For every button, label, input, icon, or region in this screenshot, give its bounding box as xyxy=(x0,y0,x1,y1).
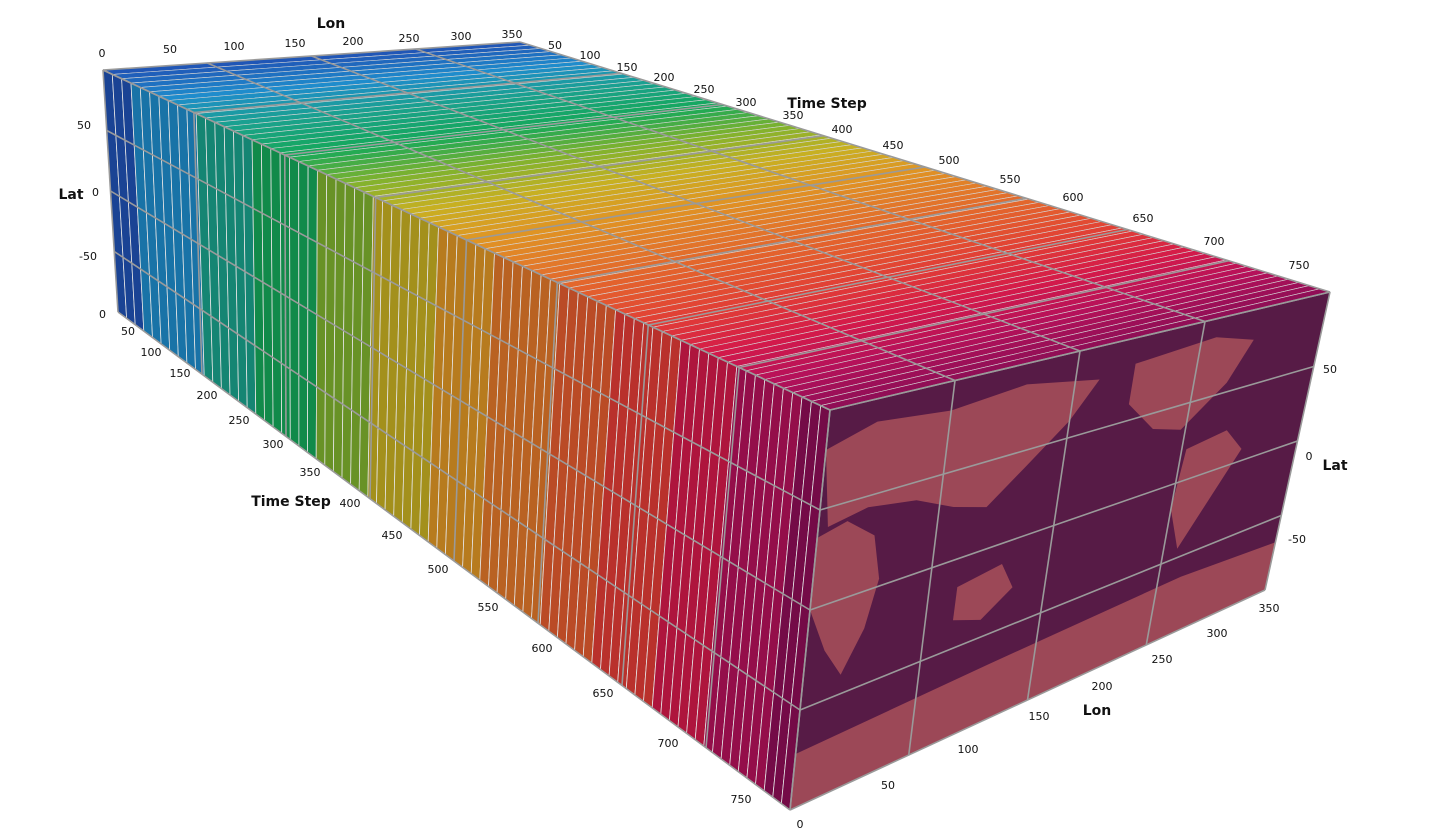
top-time-gridline xyxy=(193,72,622,114)
front-lat-axis-title: Lat xyxy=(1322,458,1347,474)
bottom-lon-tick-label: 50 xyxy=(881,779,895,792)
left-lat-tick-label: -50 xyxy=(79,250,97,263)
top-time-tick-label: 150 xyxy=(617,61,638,74)
front-lon-gridline xyxy=(1145,321,1206,646)
continent-eurasia xyxy=(826,379,1100,527)
side-time-gridline xyxy=(283,154,287,437)
top-time-tick-label: 100 xyxy=(580,49,601,62)
bottom-time-tick-label: 600 xyxy=(532,642,553,655)
top-lon-tick-label: 0 xyxy=(99,47,106,60)
side-time-gridline xyxy=(453,239,468,562)
left-lat-tick-label: 0 xyxy=(92,186,99,199)
side-time-gridline xyxy=(621,324,650,686)
front-lat-gridline xyxy=(789,589,1266,811)
bottom-time-tick-label: 650 xyxy=(593,687,614,700)
bottom-time-tick-label: 100 xyxy=(141,346,162,359)
side-time-gridline xyxy=(369,197,377,499)
front-lat-tick-label: 0 xyxy=(1306,450,1313,463)
top-time-tick-label: 300 xyxy=(736,96,757,109)
front-face-tint xyxy=(790,292,1330,810)
top-time-axis-title: Time Step xyxy=(787,96,867,112)
bottom-time-tick-label: 550 xyxy=(478,601,499,614)
top-lon-axis-title: Lon xyxy=(317,16,346,32)
bottom-time-tick-label: 300 xyxy=(263,438,284,451)
top-time-gridline xyxy=(375,134,824,199)
continent-south-america xyxy=(1170,430,1242,549)
top-lon-tick-label: 150 xyxy=(285,37,306,50)
top-time-tick-label: 450 xyxy=(883,139,904,152)
top-lon-tick-label: 300 xyxy=(451,30,472,43)
bottom-lon-tick-label: 100 xyxy=(958,743,979,756)
top-time-gridline xyxy=(557,197,1027,284)
bottom-time-tick-label: 500 xyxy=(428,563,449,576)
front-lat-tick-label: -50 xyxy=(1288,533,1306,546)
bottom-time-tick-label: 350 xyxy=(300,466,321,479)
side-time-gridline xyxy=(705,367,740,748)
bottom-time-tick-label: 450 xyxy=(382,529,403,542)
continent-antarctica xyxy=(790,542,1276,810)
top-time-gridline xyxy=(648,228,1128,326)
bottom-time-tick-label: 700 xyxy=(658,737,679,750)
continent-australia xyxy=(953,564,1013,621)
bottom-time-tick-label: 150 xyxy=(170,367,191,380)
top-time-tick-label: 350 xyxy=(783,109,804,122)
top-lon-tick-label: 350 xyxy=(502,28,523,41)
bottom-time-tick-label: 50 xyxy=(121,325,135,338)
top-lon-tick-label: 50 xyxy=(163,43,177,56)
bottom-time-axis-title: Time Step xyxy=(251,494,331,510)
bottom-lon-tick-label: 250 xyxy=(1152,653,1173,666)
top-time-tick-label: 700 xyxy=(1204,235,1225,248)
top-time-tick-label: 200 xyxy=(654,71,675,84)
top-time-tick-label: 650 xyxy=(1133,212,1154,225)
side-time-gridline xyxy=(102,69,119,313)
bottom-lon-tick-label: 200 xyxy=(1092,680,1113,693)
bottom-time-tick-label: 750 xyxy=(731,793,752,806)
top-time-tick-label: 500 xyxy=(939,154,960,167)
side-time-gridline xyxy=(193,112,203,375)
front-lon-gridline xyxy=(1026,350,1081,701)
top-time-gridline xyxy=(102,41,521,71)
earth-texture-face xyxy=(790,292,1330,810)
top-lon-tick-label: 250 xyxy=(399,32,420,45)
top-time-gridline xyxy=(284,103,723,156)
left-lat-tick-label: 0 xyxy=(99,308,106,321)
top-lon-tick-label: 100 xyxy=(224,40,245,53)
front-lon-gridline xyxy=(1264,291,1331,591)
top-time-gridline xyxy=(738,259,1229,369)
front-lat-tick-label: 50 xyxy=(1323,363,1337,376)
top-lon-tick-label: 200 xyxy=(343,35,364,48)
left-lat-tick-label: 50 xyxy=(77,119,91,132)
axis-labels: 0 50 100 150 200 250 300 350 Lon 50 100 150 200 250 30… xyxy=(58,16,1347,829)
top-time-tick-label: 250 xyxy=(694,83,715,96)
left-lat-axis-title: Lat xyxy=(58,187,83,203)
cube-gridlines xyxy=(102,41,1331,811)
top-time-tick-label: 50 xyxy=(548,39,562,52)
front-lat-gridline xyxy=(799,514,1282,711)
top-time-tick-label: 550 xyxy=(1000,173,1021,186)
side-time-gridline xyxy=(537,282,559,624)
bottom-lon-tick-label: 150 xyxy=(1029,710,1050,723)
bottom-time-tick-label: 400 xyxy=(340,497,361,510)
bottom-time-tick-label: 250 xyxy=(229,414,250,427)
top-time-gridline xyxy=(466,166,926,241)
bottom-lon-tick-label: 0 xyxy=(797,818,804,829)
top-time-tick-label: 400 xyxy=(832,123,853,136)
bottom-lon-tick-label: 300 xyxy=(1207,627,1228,640)
bottom-time-tick-label: 200 xyxy=(197,389,218,402)
top-time-tick-label: 750 xyxy=(1289,259,1310,272)
top-time-tick-label: 600 xyxy=(1063,191,1084,204)
continent-north-america xyxy=(1128,337,1254,430)
bottom-lon-axis-title: Lon xyxy=(1083,703,1112,719)
bottom-lon-tick-label: 350 xyxy=(1259,602,1280,615)
